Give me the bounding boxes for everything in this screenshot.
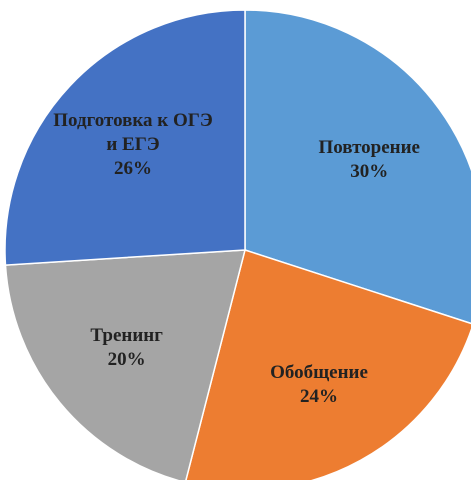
value-label: 24% [299,385,338,407]
data-label: Тренинг 20% [47,324,207,372]
value-label: 26% [114,157,153,179]
data-label: Повторение 30% [289,136,449,184]
pie-slice [185,249,471,480]
category-label: Обобщение [270,361,368,383]
pie-slice [244,9,471,325]
data-label: Обобщение 24% [239,361,399,409]
value-label: 20% [107,348,146,370]
pie-slice [4,249,246,480]
data-label: Подготовка к ОГЭ и ЕГЭ 26% [53,109,213,181]
value-label: 30% [350,160,389,182]
category-label: Повторение [318,136,420,158]
pie-slice [4,9,246,266]
category-label: Тренинг [90,324,163,346]
category-label: Подготовка к ОГЭ и ЕГЭ [53,109,213,155]
